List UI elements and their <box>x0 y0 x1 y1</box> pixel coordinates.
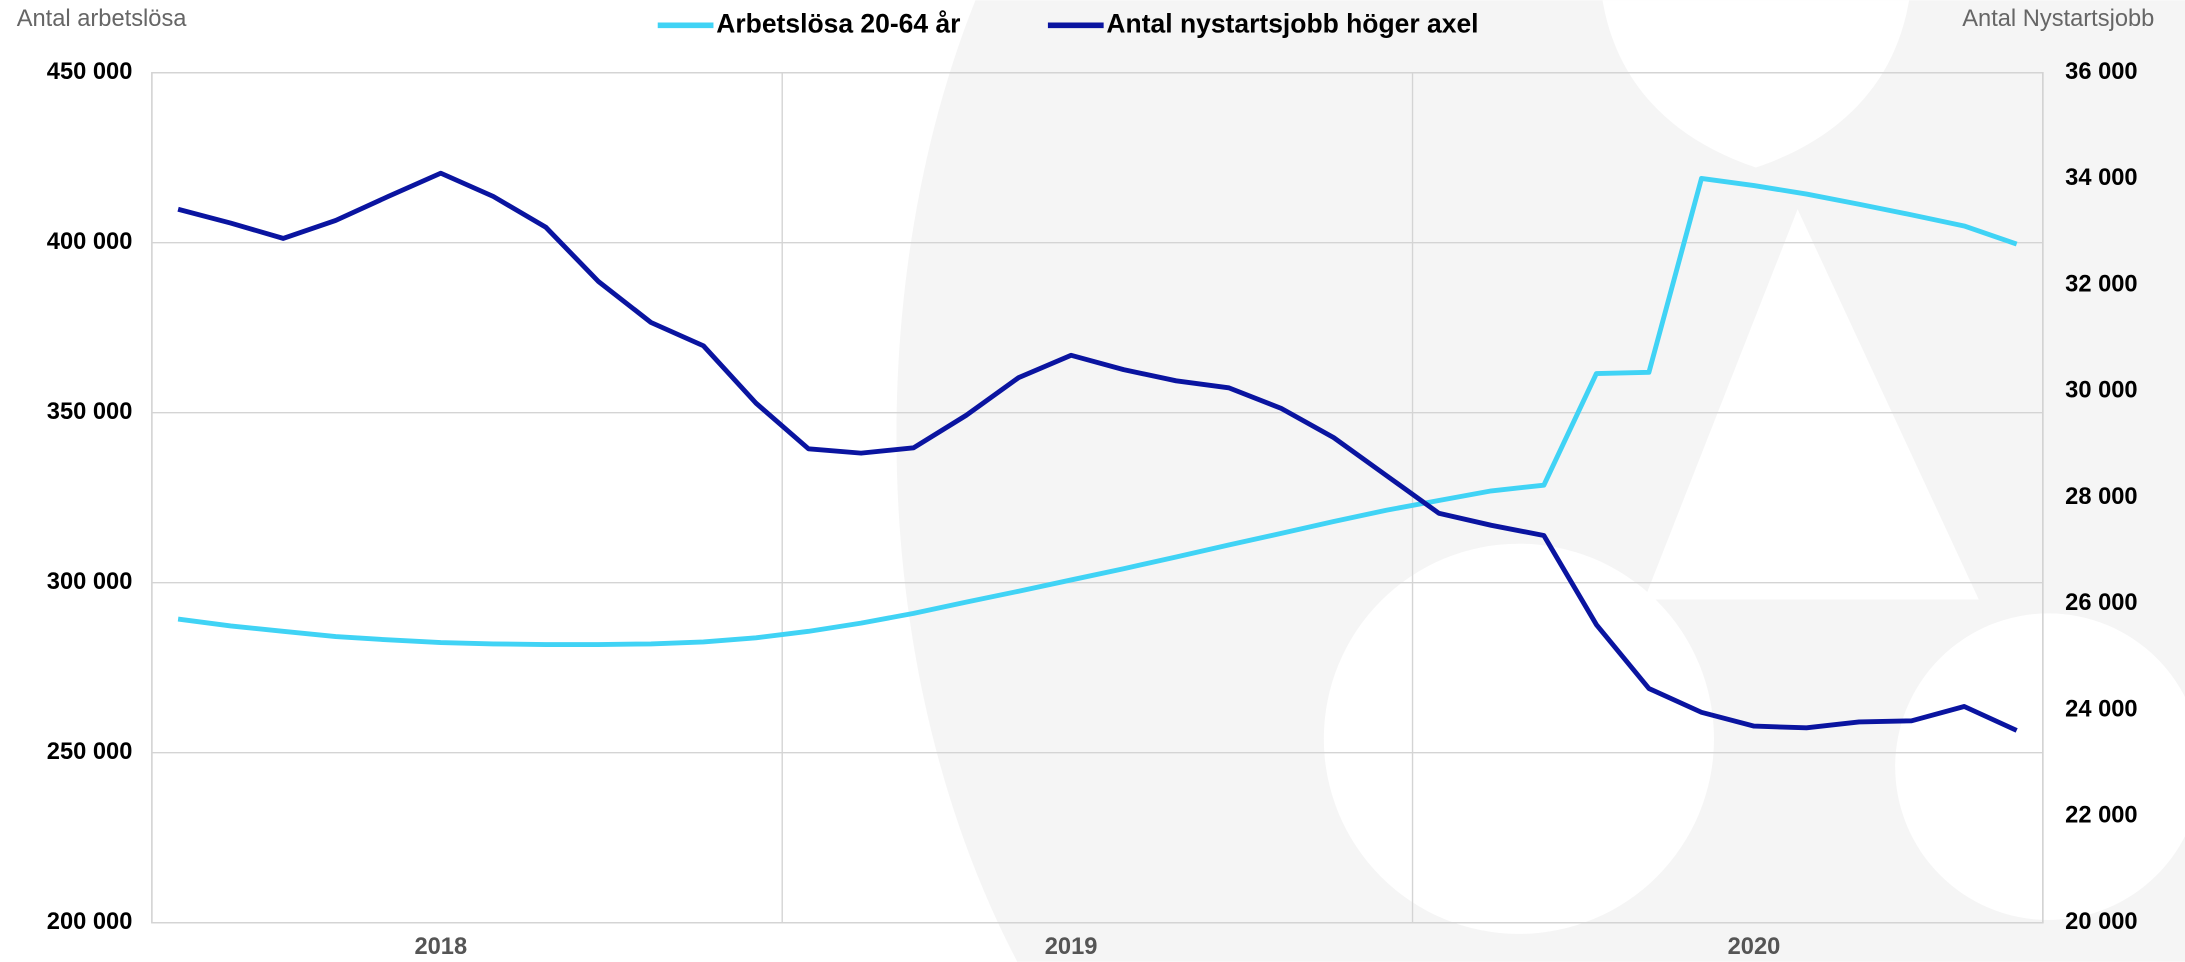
y2-tick-label: 28 000 <box>2065 484 2137 510</box>
y-tick-label: 400 000 <box>47 229 133 255</box>
x-tick-label: 2018 <box>414 934 467 960</box>
y2-axis-title: Antal Nystartsjobb <box>1962 6 2154 32</box>
y-tick-label: 450 000 <box>47 59 133 85</box>
watermark <box>896 0 2185 962</box>
y-tick-label: 300 000 <box>47 569 133 595</box>
y2-tick-label: 32 000 <box>2065 271 2137 297</box>
y2-tick-label: 26 000 <box>2065 590 2137 616</box>
y-tick-label: 350 000 <box>47 399 133 425</box>
legend-label: Antal nystartsjobb höger axel <box>1106 8 1478 38</box>
y2-tick-label: 20 000 <box>2065 909 2137 935</box>
legend-label: Arbetslösa 20-64 år <box>716 8 960 38</box>
y2-tick-label: 30 000 <box>2065 378 2137 404</box>
y-axis-title: Antal arbetslösa <box>17 6 188 32</box>
x-tick-label: 2019 <box>1045 934 1098 960</box>
chart: Antal arbetslösa Antal Nystartsjobb 200 … <box>0 0 2185 962</box>
x-tick-label: 2020 <box>1728 934 1781 960</box>
y2-tick-label: 34 000 <box>2065 165 2137 191</box>
y-tick-label: 250 000 <box>47 739 133 765</box>
y-tick-label: 200 000 <box>47 909 133 935</box>
y2-tick-label: 24 000 <box>2065 696 2137 722</box>
y2-tick-label: 36 000 <box>2065 59 2137 85</box>
y2-tick-label: 22 000 <box>2065 803 2137 829</box>
